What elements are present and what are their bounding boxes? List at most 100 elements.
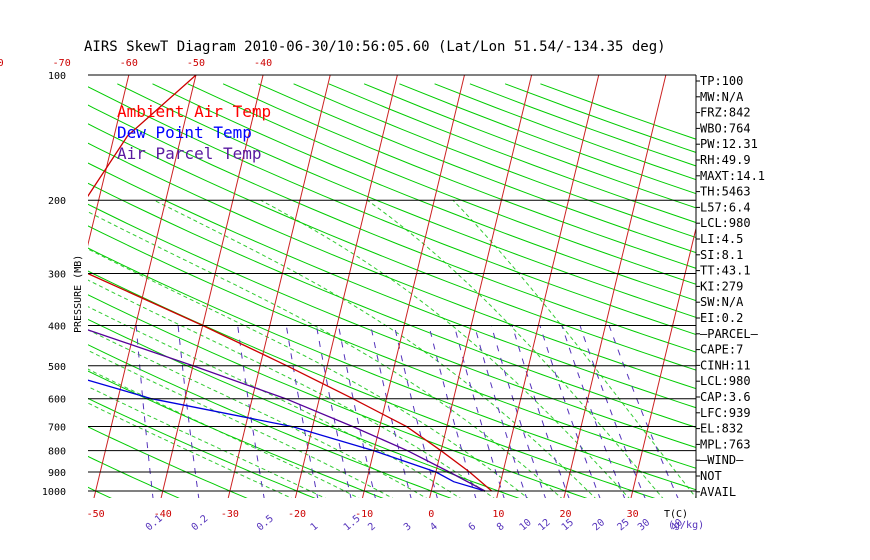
index-label: PW:12.31 <box>700 137 758 151</box>
index-label: LCL:980 <box>700 374 751 388</box>
pressure-tick-400: 400 <box>48 321 66 332</box>
isotherm-line <box>361 75 465 498</box>
bottom-temp-tick: 10 <box>492 509 504 520</box>
dry-adiabat-line <box>222 83 696 269</box>
mixing-ratio-tick: 6 <box>467 521 479 533</box>
dry-adiabat-line <box>88 318 520 498</box>
mixing-ratio-tick: 1 <box>309 521 321 533</box>
dry-adiabat-line <box>88 455 180 498</box>
mixing-ratio-line <box>237 325 265 498</box>
isotherm-line <box>630 226 696 498</box>
index-label: MW:N/A <box>700 90 744 104</box>
pressure-tick-600: 600 <box>48 395 66 406</box>
index-label: L57:6.4 <box>700 200 751 214</box>
isotherm-line <box>227 75 331 498</box>
dry-adiabat-line <box>88 270 656 498</box>
dry-adiabat-line <box>399 83 696 195</box>
index-label: FRZ:842 <box>700 106 751 120</box>
dry-adiabat-line <box>88 86 696 336</box>
dry-adiabat-line <box>88 203 696 449</box>
mixing-ratio-tick: 12 <box>536 517 552 533</box>
mixing-ratio-tick: 0.2 <box>190 513 211 533</box>
moist-adiabat-line <box>88 306 461 498</box>
moist-adiabat-line <box>88 248 529 498</box>
legend-item: Dew Point Temp <box>117 123 252 142</box>
isotherm-line <box>563 75 667 498</box>
pressure-tick-1000: 1000 <box>42 487 66 498</box>
index-label: SW:N/A <box>700 295 744 309</box>
mixing-ratio-line <box>608 325 679 498</box>
mixing-ratio-line <box>135 325 154 498</box>
moist-adiabat-line <box>452 199 696 498</box>
index-label: —WIND— <box>700 453 744 467</box>
mixing-ratio-tick: 4 <box>428 521 440 533</box>
top-temp-tick: -70 <box>53 58 71 69</box>
pressure-tick-200: 200 <box>48 196 66 207</box>
index-label: MPL:763 <box>700 437 751 451</box>
moist-adiabat-line <box>88 211 563 498</box>
legend-item: Ambient Air Temp <box>117 102 271 121</box>
dry-adiabat-line <box>88 225 696 469</box>
isotherms <box>88 66 870 498</box>
dry-adiabat-line <box>88 104 696 353</box>
dry-adiabat-line <box>88 426 248 498</box>
dry-adiabat-line <box>187 83 696 285</box>
isotherm-line <box>832 66 870 498</box>
moist-adiabat-line <box>88 385 326 498</box>
moist-adiabat-line <box>367 199 664 498</box>
mixing-ratio-line <box>453 325 505 498</box>
bottom-temp-tick: 0 <box>428 509 434 520</box>
top-temp-tick: -40 <box>254 58 272 69</box>
legend-item: Air Parcel Temp <box>117 144 262 163</box>
mixing-ratio-line <box>473 325 528 498</box>
moist-adiabat-line <box>153 199 596 498</box>
pressure-tick-labels: 100 200 300 400 500 600 700 800 900 1000 <box>42 71 66 498</box>
index-label: CAPE:7 <box>700 343 743 357</box>
index-label: AVAIL <box>700 485 736 499</box>
pressure-tick-900: 900 <box>48 468 66 479</box>
dry-adiabat-line <box>88 486 112 498</box>
mixing-ratio-tick: 20 <box>591 517 607 533</box>
chart-title: AIRS SkewT Diagram 2010-06-30/10:56:05.6… <box>84 39 666 55</box>
mixing-ratio-tick: 3 <box>402 521 414 533</box>
bottom-temp-tick-labels: -50 -40 -30 -20 -10 0 10 20 30 T(C) <box>87 509 688 520</box>
mixing-ratio-line <box>315 325 352 498</box>
top-temp-tick: -50 <box>187 58 205 69</box>
index-label: LFC:939 <box>700 406 751 420</box>
dry-adiabat-line <box>0 84 47 500</box>
bottom-temp-tick: -30 <box>221 509 239 520</box>
index-label: CAP:3.6 <box>700 390 751 404</box>
mixing-ratio-line <box>428 325 477 498</box>
dry-adiabat-line <box>88 162 696 409</box>
dry-adiabat-line <box>88 142 696 390</box>
isotherm-line <box>496 75 600 498</box>
index-label: NOT <box>700 469 722 483</box>
bottom-temp-tick: -10 <box>355 509 373 520</box>
top-temp-tick: -60 <box>120 58 138 69</box>
pressure-tick-300: 300 <box>48 269 66 280</box>
isotherm-line <box>765 66 869 498</box>
index-label: TT:43.1 <box>700 264 751 278</box>
dry-adiabat-line <box>88 182 696 428</box>
mixing-ratio-line <box>393 325 438 498</box>
index-label: EI:0.2 <box>700 311 743 325</box>
mixing-ratio-unit-label: (g/kg) <box>668 520 704 531</box>
isotherm-line <box>93 75 197 498</box>
mixing-ratio-line <box>370 325 412 498</box>
isotherm-line <box>88 75 130 247</box>
index-label: CINH:11 <box>700 358 751 372</box>
top-temp-tick-labels: -120-110-100-90-80-70-60-50-40 <box>0 58 272 69</box>
mixing-ratio-line <box>338 325 376 498</box>
moist-adiabat-line <box>260 199 630 498</box>
mixing-ratio-line <box>511 325 570 498</box>
dry-adiabat-line <box>117 83 696 318</box>
moist-adiabat-line <box>88 329 428 498</box>
dry-adiabat-line <box>88 397 316 498</box>
bottom-temp-tick: -50 <box>87 509 105 520</box>
mixing-ratio-line <box>177 325 200 498</box>
temp-unit-label: T(C) <box>664 509 688 520</box>
dry-adiabat-line <box>88 123 696 371</box>
pressure-tick-100: 100 <box>48 71 66 82</box>
pressure-tick-500: 500 <box>48 362 66 373</box>
